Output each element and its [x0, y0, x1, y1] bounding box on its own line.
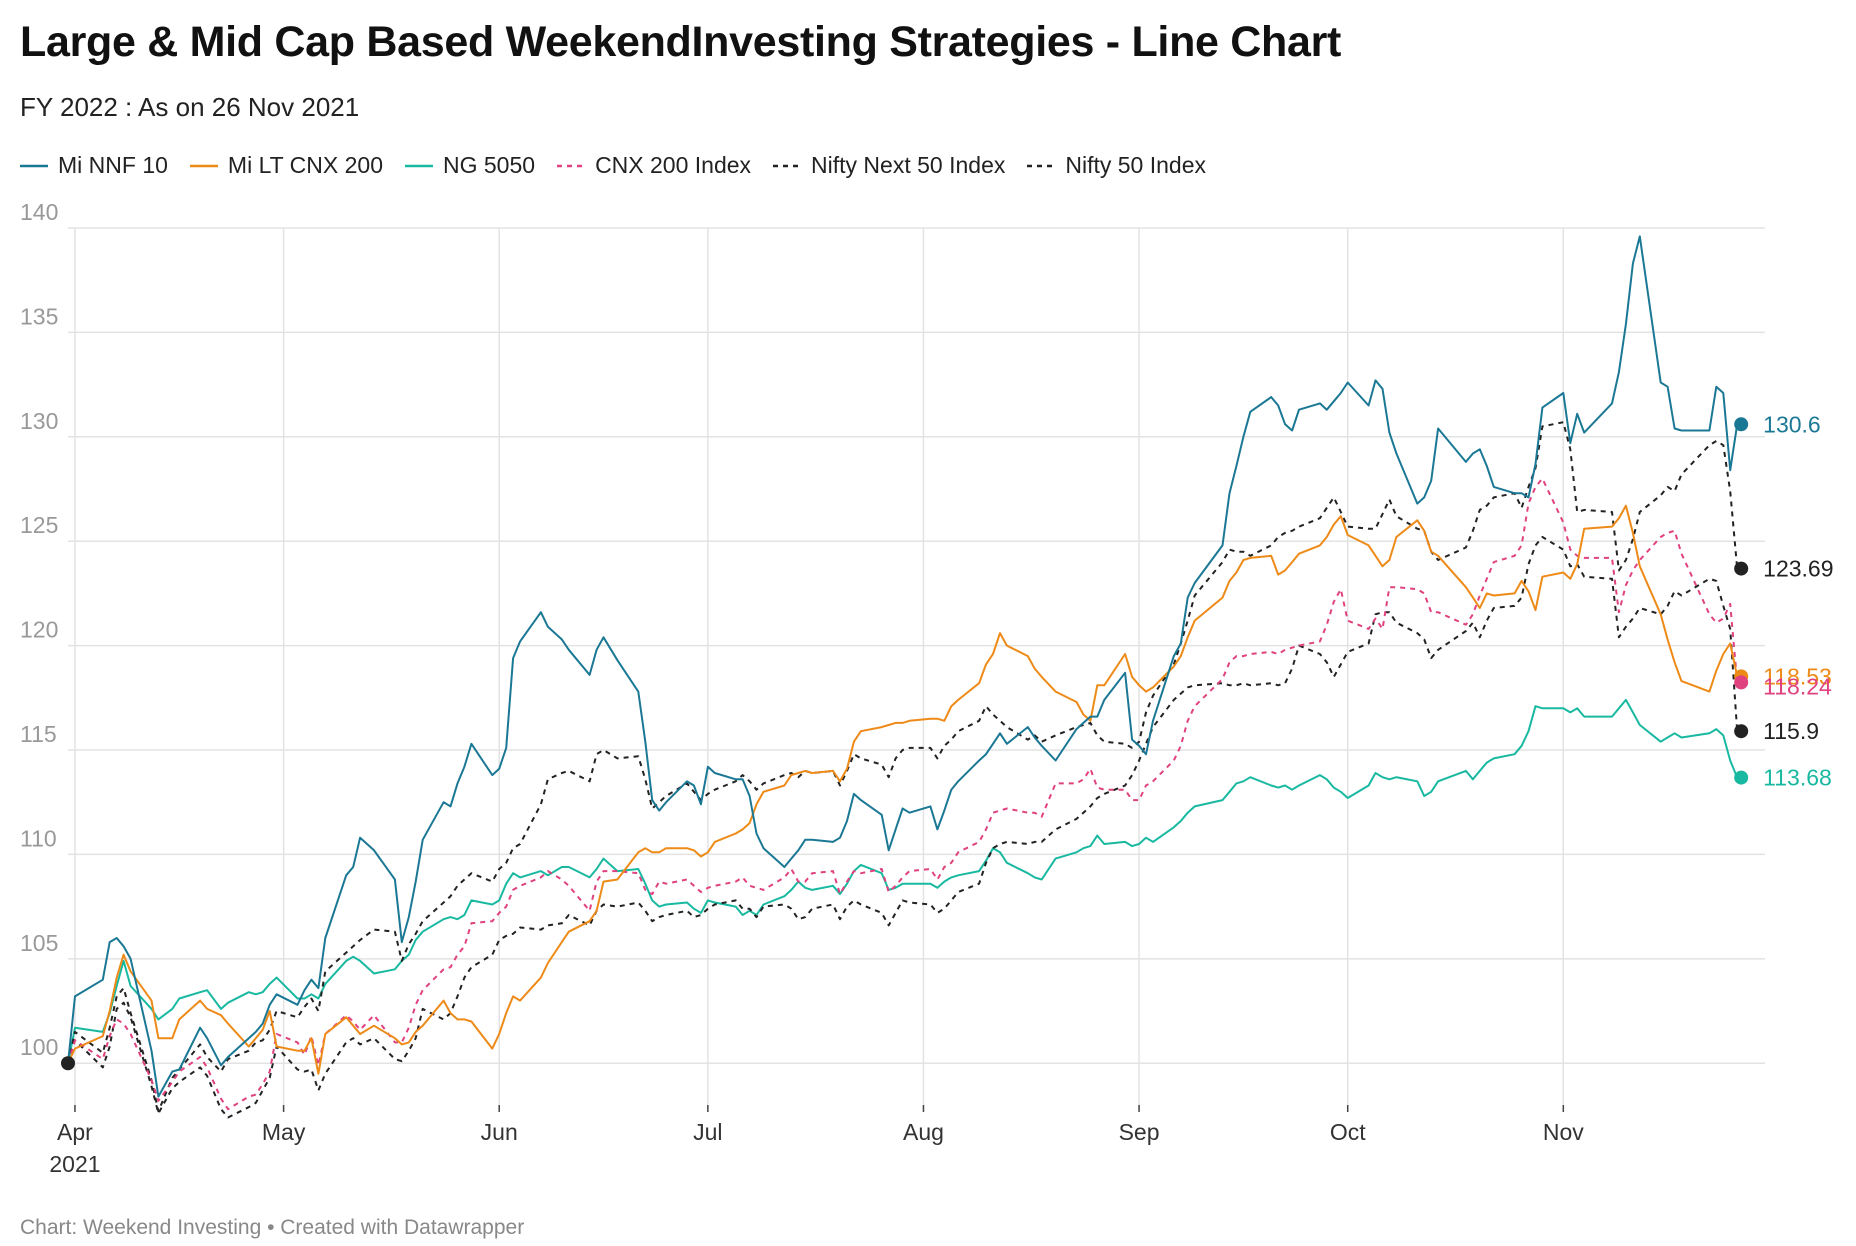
chart-subtitle: FY 2022 : As on 26 Nov 2021	[20, 92, 360, 122]
legend-item: Mi LT CNX 200	[189, 152, 383, 179]
legend-label: NG 5050	[443, 152, 536, 178]
chart-title: Large & Mid Cap Based WeekendInvesting S…	[20, 18, 1342, 66]
end-point-mi-nnf-10	[1734, 417, 1749, 432]
legend-label: Mi LT CNX 200	[227, 152, 383, 178]
y-tick-label: 125	[20, 512, 58, 538]
legend-swatch	[1027, 164, 1056, 167]
y-tick-label: 105	[20, 930, 58, 956]
y-tick-label: 100	[20, 1034, 58, 1060]
x-tick-label: May	[262, 1119, 306, 1145]
legend-label: CNX 200 Index	[595, 152, 752, 178]
legend-swatch	[20, 164, 48, 167]
end-point-nifty-next-50-index	[1734, 561, 1749, 576]
y-tick-label: 130	[20, 408, 58, 434]
y-tick-label: 140	[20, 199, 58, 225]
series-line-nifty-50-index	[67, 536, 1739, 1119]
end-label-mi-lt-cnx-200: 118.53	[1763, 663, 1832, 689]
legend-item: Nifty 50 Index	[1027, 152, 1206, 179]
legend-item: Mi NNF 10	[20, 152, 168, 179]
legend-label: Nifty Next 50 Index	[811, 152, 1006, 178]
legend-swatch	[405, 164, 433, 167]
legend-label: Mi NNF 10	[58, 152, 168, 178]
y-tick-label: 135	[20, 303, 58, 329]
legend-item: Nifty Next 50 Index	[773, 152, 1005, 179]
series-line-nifty-next-50-index	[67, 421, 1739, 1113]
start-point	[61, 1056, 75, 1071]
end-label-cnx-200-index: 118.24	[1763, 673, 1832, 699]
end-point-nifty-50-index	[1734, 724, 1749, 739]
x-tick-label: Aug	[903, 1119, 944, 1145]
x-tick-label: Nov	[1543, 1119, 1584, 1145]
legend-item: NG 5050	[405, 152, 535, 179]
legend-item: CNX 200 Index	[557, 152, 751, 179]
end-label-nifty-next-50-index: 123.69	[1763, 556, 1833, 582]
legend-label: Nifty 50 Index	[1065, 152, 1206, 178]
x-tick-label: Oct	[1330, 1119, 1366, 1145]
series-line-mi-nnf-10	[67, 235, 1739, 1098]
y-tick-label: 110	[20, 825, 57, 851]
end-point-cnx-200-index	[1734, 675, 1749, 690]
x-tick-label: Sep	[1119, 1119, 1160, 1145]
legend: Mi NNF 10 Mi LT CNX 200 NG 5050 CNX 200 Ind…	[20, 152, 1228, 179]
x-tick-sublabel: 2021	[49, 1151, 100, 1177]
end-point-ng-5050	[1734, 770, 1749, 785]
end-label-nifty-50-index: 115.9	[1763, 718, 1819, 744]
y-tick-label: 120	[20, 617, 58, 643]
series-line-ng-5050	[67, 698, 1739, 1064]
legend-swatch	[557, 164, 586, 167]
series-line-mi-lt-cnx-200	[67, 504, 1739, 1075]
x-tick-label: Jul	[693, 1119, 722, 1145]
end-label-mi-nnf-10: 130.6	[1763, 411, 1821, 437]
end-label-ng-5050: 113.68	[1763, 765, 1832, 791]
x-tick-label: Jun	[481, 1119, 518, 1145]
y-tick-label: 115	[20, 721, 57, 747]
legend-swatch	[773, 164, 802, 167]
series-line-cnx-200-index	[67, 477, 1739, 1111]
x-tick-label: Apr	[57, 1119, 93, 1145]
legend-swatch	[189, 164, 218, 167]
chart-footer: Chart: Weekend Investing • Created with …	[20, 1216, 525, 1239]
